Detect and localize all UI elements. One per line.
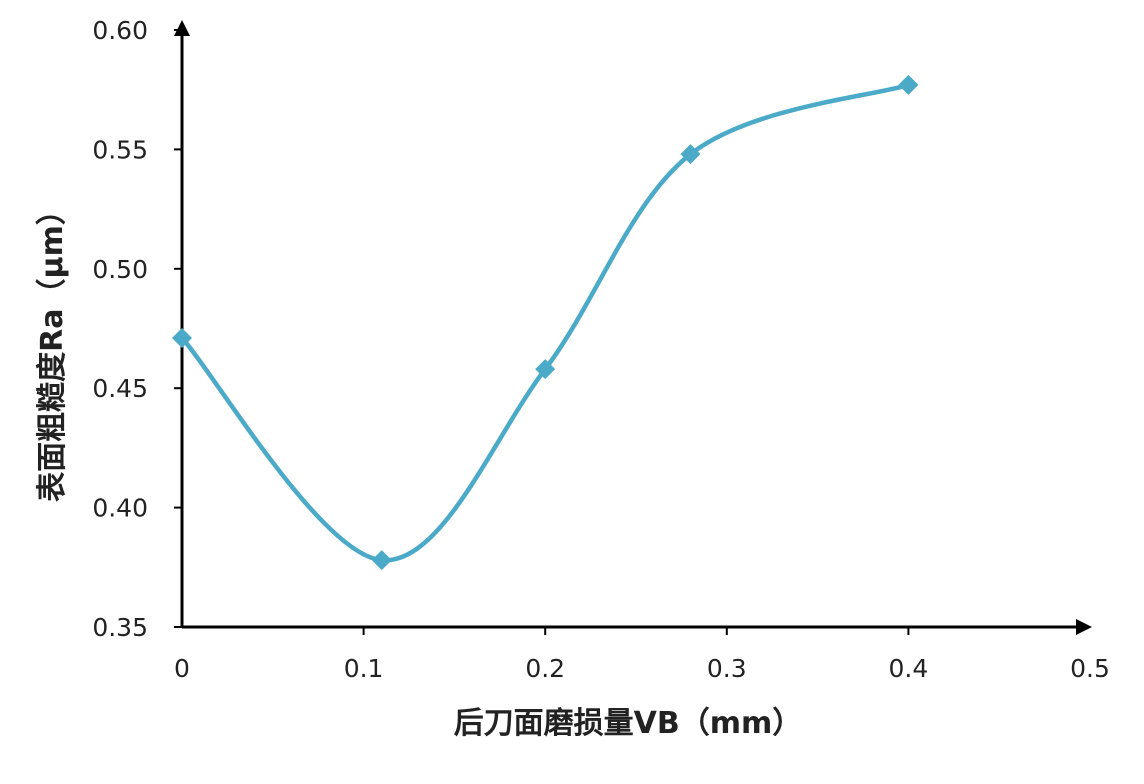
y-tick-label: 0.35 — [92, 613, 148, 642]
x-axis-ticks: 0 0.1 0.2 0.3 0.4 0.5 — [174, 627, 1110, 683]
data-point-marker — [680, 144, 701, 165]
x-tick-label: 0.3 — [707, 654, 747, 683]
data-point-marker — [898, 74, 919, 95]
y-axis-title: 表面粗糙度Ra（μm） — [35, 195, 70, 502]
y-tick-label: 0.40 — [92, 494, 148, 523]
data-point-marker — [172, 328, 192, 349]
y-tick-label: 0.45 — [92, 374, 148, 403]
data-point-marker — [371, 550, 392, 571]
x-tick-label: 0.4 — [889, 654, 929, 683]
series-line — [179, 82, 911, 563]
x-axis-title: 后刀面磨损量VB（mm） — [454, 706, 803, 741]
x-tick-label: 0.2 — [525, 654, 565, 683]
y-axis-ticks: 0.35 0.40 0.45 0.50 0.55 0.60 — [92, 16, 182, 642]
data-point-marker — [535, 359, 556, 380]
data-points — [172, 74, 919, 571]
y-tick-label: 0.50 — [92, 255, 148, 284]
x-tick-label: 0 — [174, 654, 190, 683]
x-tick-label: 0.5 — [1070, 654, 1110, 683]
y-tick-label: 0.60 — [92, 16, 148, 45]
x-tick-label: 0.1 — [344, 654, 384, 683]
y-tick-label: 0.55 — [92, 135, 148, 164]
